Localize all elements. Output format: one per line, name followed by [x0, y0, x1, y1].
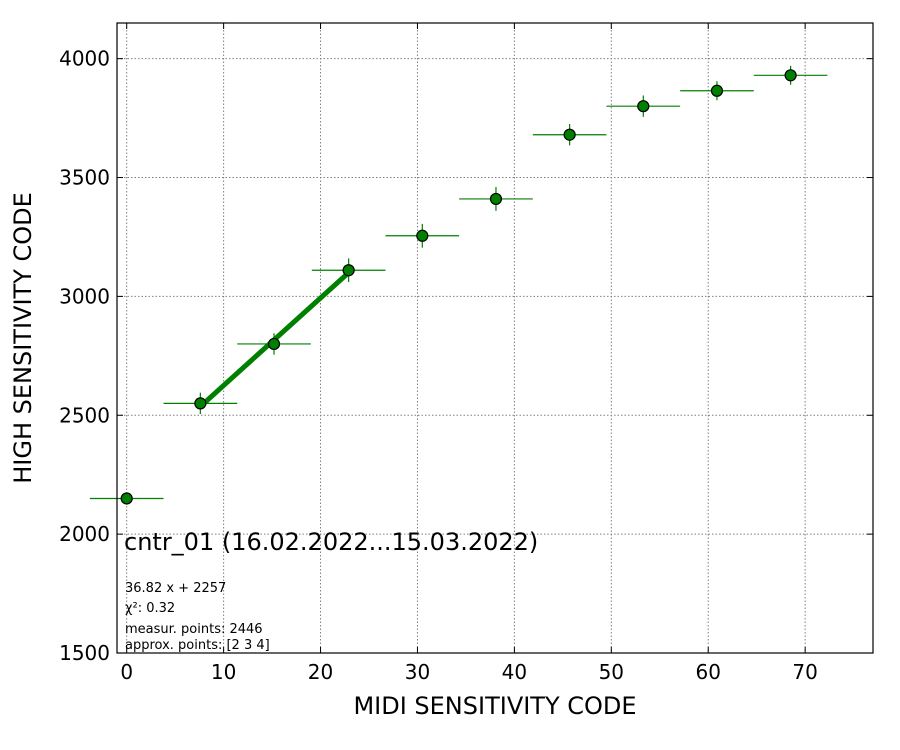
x-tick-label: 0	[120, 660, 133, 684]
plot-frame	[116, 22, 874, 654]
y-tick-label: 4000	[59, 47, 110, 71]
y-tick-label: 1500	[59, 641, 110, 665]
data-point	[342, 264, 355, 277]
y-tick-label: 2000	[59, 522, 110, 546]
data-point	[637, 100, 650, 113]
x-tick-label: 70	[792, 660, 817, 684]
x-tick-label: 10	[211, 660, 236, 684]
fit-equation: 36.82 x + 2257	[125, 581, 226, 596]
y-axis-label: HIGH SENSITIVITY CODE	[9, 192, 37, 484]
data-point	[563, 128, 576, 141]
chi-square: χ²: 0.32	[125, 601, 175, 616]
data-point	[416, 229, 429, 242]
y-tick-label: 3500	[59, 166, 110, 190]
x-axis-label: MIDI SENSITIVITY CODE	[353, 692, 636, 720]
data-point	[489, 192, 503, 206]
y-tick-label: 3000	[59, 284, 110, 308]
chart-title: cntr_01 (16.02.2022...15.03.2022)	[124, 528, 538, 556]
data-points	[89, 65, 828, 505]
x-tick-label: 30	[405, 660, 430, 684]
x-tick-label: 40	[502, 660, 527, 684]
data-point	[784, 69, 797, 82]
data-point	[120, 492, 133, 505]
y-tick-label: 2500	[59, 403, 110, 427]
data-point	[267, 337, 281, 351]
measured-points: measur. points: 2446	[125, 622, 263, 637]
approx-points: approx. points: [2 3 4]	[125, 638, 270, 653]
grid	[117, 23, 873, 653]
axis-ticks: 0 10 20 30 40 50 60 70 1500 2000 2500 3000 3500 4000	[59, 23, 873, 684]
x-tick-label: 60	[696, 660, 721, 684]
x-tick-label: 50	[599, 660, 624, 684]
data-point	[710, 84, 724, 97]
data-point	[194, 397, 207, 410]
x-tick-label: 20	[308, 660, 333, 684]
